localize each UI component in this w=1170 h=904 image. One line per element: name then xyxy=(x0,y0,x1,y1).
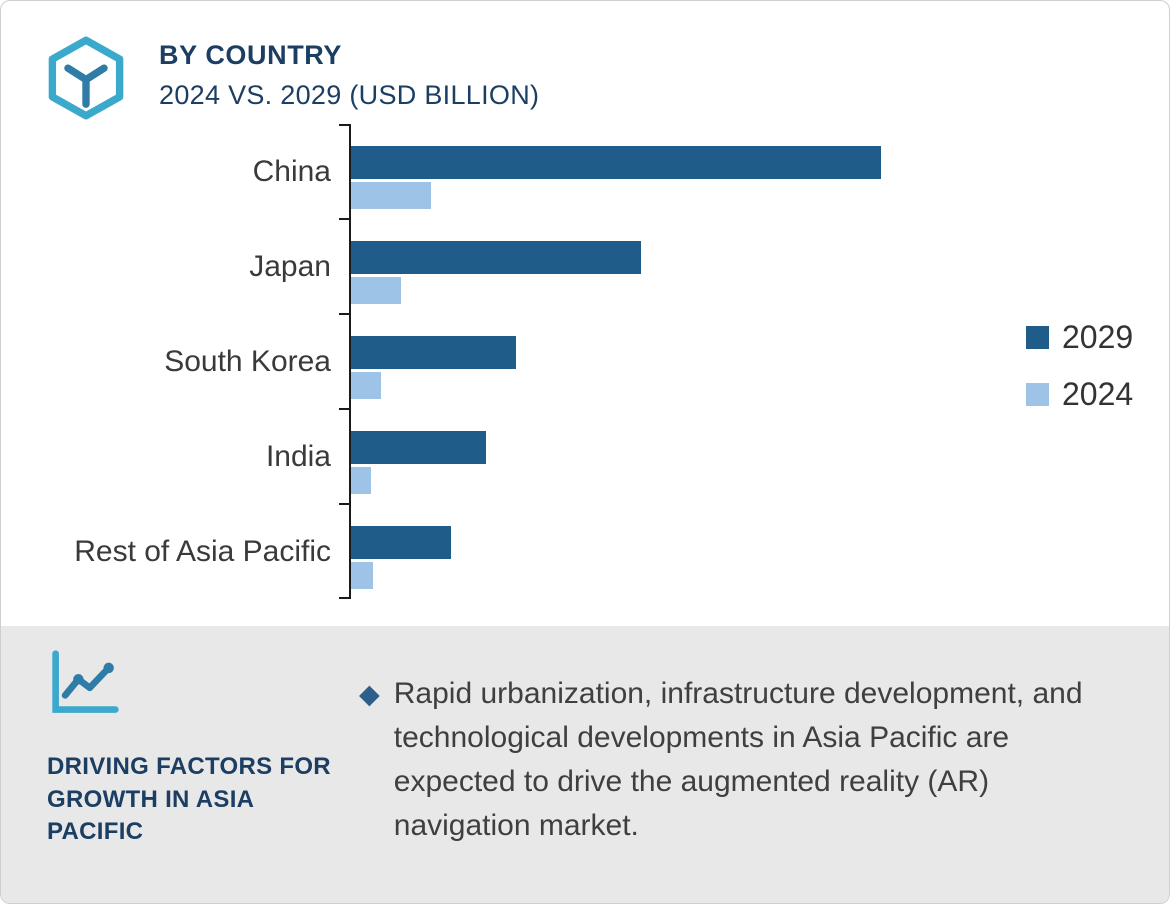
chart-legend: 2029 2024 xyxy=(1026,319,1133,413)
chart-subtitle: 2024 VS. 2029 (USD BILLION) xyxy=(159,80,540,110)
axis-tick xyxy=(339,124,349,126)
hexagon-logo-icon xyxy=(48,36,124,120)
bar-2024 xyxy=(351,562,373,589)
axis-tick xyxy=(339,597,349,599)
axis-tick xyxy=(339,313,349,315)
bar-2024 xyxy=(351,372,381,399)
bar-2029 xyxy=(351,336,516,369)
bar-2029 xyxy=(351,526,451,559)
legend-label: 2029 xyxy=(1062,319,1134,355)
y-axis-line xyxy=(349,124,351,599)
bar-chart: China Japan South Korea India Rest of Asia P… xyxy=(19,124,951,599)
footer-bullet: ◆ Rapid urbanization, infrastructure dev… xyxy=(359,672,1134,848)
chart-title: BY COUNTRY xyxy=(159,40,343,70)
category-label: India xyxy=(265,439,331,473)
category-label: China xyxy=(252,154,331,188)
legend-item-2029: 2029 xyxy=(1026,319,1133,356)
axis-tick xyxy=(339,408,349,410)
footer-left: DRIVING FACTORS FOR GROWTH IN ASIA PACIF… xyxy=(47,648,332,849)
bar-group xyxy=(351,324,951,399)
bar-2024 xyxy=(351,467,371,494)
bar-row: Rest of Asia Pacific xyxy=(19,504,951,599)
bar-group xyxy=(351,419,951,494)
bullet-text: Rapid urbanization, infrastructure devel… xyxy=(393,677,1083,842)
footer-panel: DRIVING FACTORS FOR GROWTH IN ASIA PACIF… xyxy=(1,626,1169,903)
bar-group xyxy=(351,134,951,209)
bar-group xyxy=(351,229,951,304)
legend-swatch xyxy=(1026,326,1049,349)
header-text: BY COUNTRY 2024 VS. 2029 (USD BILLION) xyxy=(159,35,539,111)
chart-header: BY COUNTRY 2024 VS. 2029 (USD BILLION) xyxy=(45,35,539,121)
legend-item-2024: 2024 xyxy=(1026,376,1133,413)
bar-row: Japan xyxy=(19,219,951,314)
bar-group xyxy=(351,514,951,589)
bar-2024 xyxy=(351,182,431,209)
bar-2029 xyxy=(351,431,486,464)
trend-chart-icon xyxy=(52,650,119,713)
axis-tick xyxy=(339,218,349,220)
bar-2029 xyxy=(351,146,881,179)
legend-label: 2024 xyxy=(1062,376,1134,412)
category-label: Rest of Asia Pacific xyxy=(74,534,331,568)
bar-row: China xyxy=(19,124,951,219)
axis-tick xyxy=(339,503,349,505)
bar-2029 xyxy=(351,241,641,274)
bar-row: South Korea xyxy=(19,314,951,409)
category-label: South Korea xyxy=(164,344,331,378)
footer-heading: DRIVING FACTORS FOR GROWTH IN ASIA PACIF… xyxy=(47,753,331,846)
bullet-diamond-icon: ◆ xyxy=(359,679,380,709)
bar-row: India xyxy=(19,409,951,504)
category-label: Japan xyxy=(249,249,331,283)
legend-swatch xyxy=(1026,383,1049,406)
bar-rows: China Japan South Korea India Rest of Asia P… xyxy=(19,124,951,599)
bar-2024 xyxy=(351,277,401,304)
